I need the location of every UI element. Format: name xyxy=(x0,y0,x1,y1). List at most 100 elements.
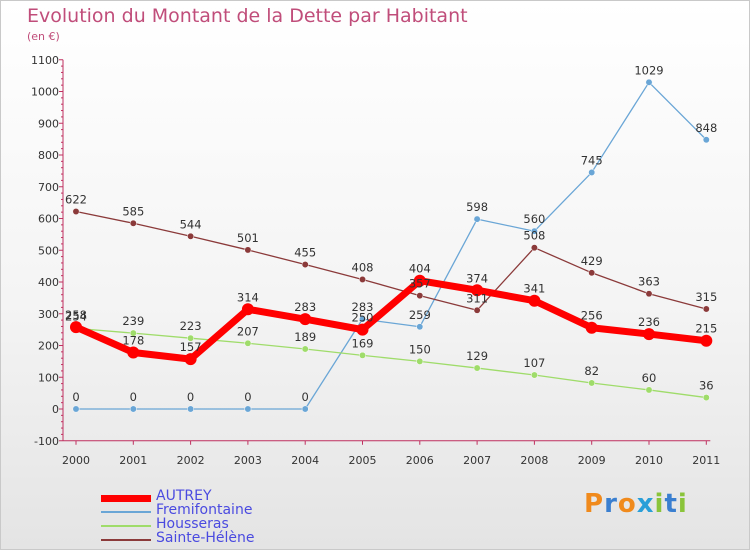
y-tick-label: 500 xyxy=(38,244,59,257)
y-tick-label: 100 xyxy=(38,371,59,384)
data-point xyxy=(187,232,195,240)
data-point xyxy=(702,394,710,402)
data-label: 560 xyxy=(523,212,545,226)
data-label: 0 xyxy=(244,390,251,404)
data-point xyxy=(530,371,538,379)
data-point xyxy=(473,306,481,314)
y-tick-label: -100 xyxy=(34,435,59,448)
chart-subtitle: (en €) xyxy=(27,30,60,43)
data-point xyxy=(129,219,137,227)
data-point xyxy=(359,276,366,283)
data-point xyxy=(301,405,309,413)
data-label: 250 xyxy=(352,311,374,325)
data-point xyxy=(72,405,80,413)
y-tick-label: 600 xyxy=(38,213,59,226)
data-label: 254 xyxy=(65,309,87,323)
data-point xyxy=(473,215,481,223)
x-tick-label: 2009 xyxy=(578,454,606,467)
data-point xyxy=(356,323,369,336)
data-label: 36 xyxy=(699,379,714,393)
data-point xyxy=(70,321,82,334)
x-tick-label: 2001 xyxy=(119,454,147,467)
x-tick-label: 2007 xyxy=(463,454,491,467)
y-tick-label: 1000 xyxy=(31,86,59,99)
data-label: 150 xyxy=(409,342,431,356)
data-label: 374 xyxy=(466,271,488,285)
data-label: 544 xyxy=(180,217,202,231)
data-point xyxy=(129,329,137,337)
legend-swatch xyxy=(101,525,151,527)
data-label: 258 xyxy=(65,308,87,322)
data-point xyxy=(241,303,254,316)
data-point xyxy=(413,274,426,287)
data-point xyxy=(645,290,653,298)
data-point xyxy=(244,405,252,413)
data-label: 585 xyxy=(122,204,144,218)
data-label: 60 xyxy=(642,371,657,385)
logo-letter: i xyxy=(654,489,665,519)
data-point xyxy=(473,364,481,372)
data-label: 0 xyxy=(130,390,137,404)
y-tick-label: 300 xyxy=(38,308,59,321)
x-tick-label: 2008 xyxy=(520,454,548,467)
logo-letter: r xyxy=(604,489,618,519)
series-line xyxy=(76,81,707,410)
data-label: 404 xyxy=(409,262,431,276)
data-point xyxy=(299,313,312,326)
data-label: 848 xyxy=(695,121,717,135)
data-label: 0 xyxy=(302,390,309,404)
data-point xyxy=(359,315,366,323)
y-tick-label: 200 xyxy=(38,340,59,353)
data-point xyxy=(184,353,197,366)
data-point xyxy=(187,405,195,413)
data-point xyxy=(471,284,484,297)
proxiti-logo: Proxiti xyxy=(584,489,688,519)
data-label: 622 xyxy=(65,193,87,207)
data-label: 215 xyxy=(695,322,717,336)
data-label: 357 xyxy=(409,277,431,291)
data-point xyxy=(72,208,80,215)
data-label: 259 xyxy=(409,308,431,322)
data-label: 1029 xyxy=(634,63,663,77)
data-label: 178 xyxy=(122,333,144,347)
data-label: 311 xyxy=(466,291,488,305)
data-label: 157 xyxy=(180,340,202,354)
y-tick-label: 0 xyxy=(52,403,59,416)
series-line xyxy=(75,327,707,399)
data-label: 236 xyxy=(638,315,660,329)
data-label: 223 xyxy=(180,319,202,333)
data-label: 408 xyxy=(352,260,374,274)
series-line xyxy=(75,210,707,311)
data-label: 745 xyxy=(581,153,603,167)
legend-label: Fremifontaine xyxy=(156,502,253,518)
x-tick-label: 2006 xyxy=(406,454,434,467)
data-point xyxy=(530,227,538,235)
data-label: 283 xyxy=(294,300,316,314)
logo-letter: t xyxy=(664,489,678,519)
data-point xyxy=(700,334,713,347)
data-label: 315 xyxy=(695,290,717,304)
data-point xyxy=(416,357,424,365)
data-point xyxy=(129,405,137,413)
data-point xyxy=(645,386,653,394)
data-label: 501 xyxy=(237,231,259,245)
legend-swatch xyxy=(101,511,151,513)
logo-letter: x xyxy=(636,489,655,519)
data-label: 0 xyxy=(187,390,194,404)
x-tick-label: 2000 xyxy=(62,454,90,467)
x-tick-label: 2010 xyxy=(635,454,663,467)
data-point xyxy=(702,305,710,313)
data-point xyxy=(127,346,140,359)
data-label: 239 xyxy=(122,314,144,328)
x-tick-label: 2004 xyxy=(291,454,319,467)
x-tick-label: 2002 xyxy=(177,454,205,467)
series-line xyxy=(74,277,707,363)
data-label: 598 xyxy=(466,200,488,214)
data-point xyxy=(244,246,252,254)
data-point xyxy=(416,323,424,331)
data-label: 314 xyxy=(237,290,259,304)
data-label: 455 xyxy=(294,246,316,260)
data-label: 283 xyxy=(352,300,374,314)
data-point xyxy=(585,321,598,334)
